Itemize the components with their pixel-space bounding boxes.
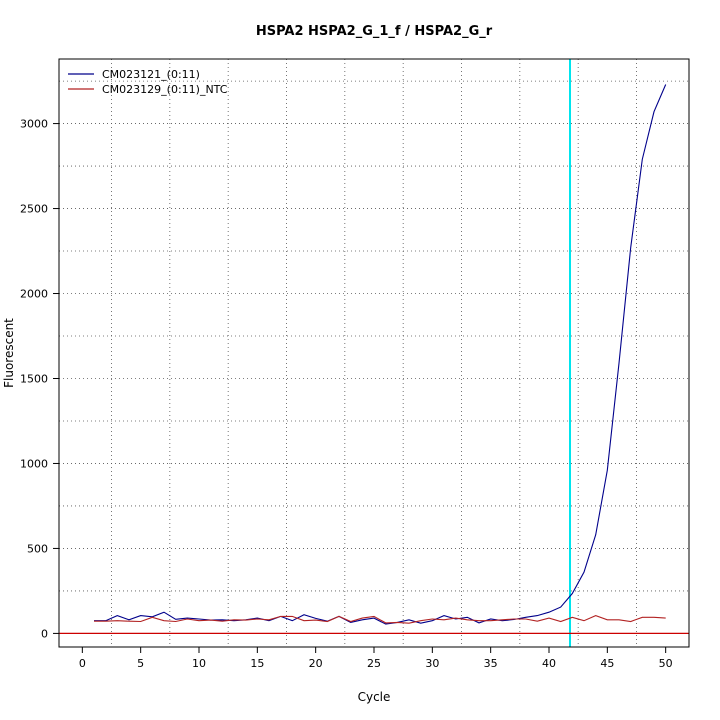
legend-label: CM023121_(0:11)	[102, 68, 200, 81]
y-axis: 0 500 1000 1500 2000 2500 3000	[20, 118, 59, 640]
x-tick-label: 45	[600, 657, 614, 670]
legend: CM023121_(0:11) CM023129_(0:11)_NTC	[68, 68, 228, 96]
y-tick-label: 1500	[20, 372, 48, 385]
y-axis-label: Fluorescent	[2, 318, 16, 388]
x-tick-label: 10	[192, 657, 206, 670]
x-tick-label: 25	[367, 657, 381, 670]
y-tick-label: 2000	[20, 288, 48, 301]
y-tick-label: 1000	[20, 457, 48, 470]
series-line-2	[94, 615, 666, 624]
y-tick-label: 3000	[20, 118, 48, 131]
x-tick-label: 15	[250, 657, 264, 670]
x-tick-label: 35	[484, 657, 498, 670]
series-lines	[94, 84, 667, 625]
legend-label: CM023129_(0:11)_NTC	[102, 83, 228, 96]
y-tick-label: 0	[41, 627, 48, 640]
x-tick-label: 50	[659, 657, 673, 670]
y-tick-label: 2500	[20, 203, 48, 216]
chart-title: HSPA2 HSPA2_G_1_f / HSPA2_G_r	[256, 24, 493, 39]
x-axis: 0 5 10 15 20 25 30 35 40 45 50	[79, 647, 673, 670]
x-tick-label: 30	[425, 657, 439, 670]
x-tick-label: 20	[309, 657, 323, 670]
x-tick-label: 40	[542, 657, 556, 670]
series-line-1	[94, 84, 667, 625]
y-tick-label: 500	[27, 542, 48, 555]
x-axis-label: Cycle	[358, 690, 391, 704]
x-tick-label: 0	[79, 657, 86, 670]
x-tick-label: 5	[137, 657, 144, 670]
